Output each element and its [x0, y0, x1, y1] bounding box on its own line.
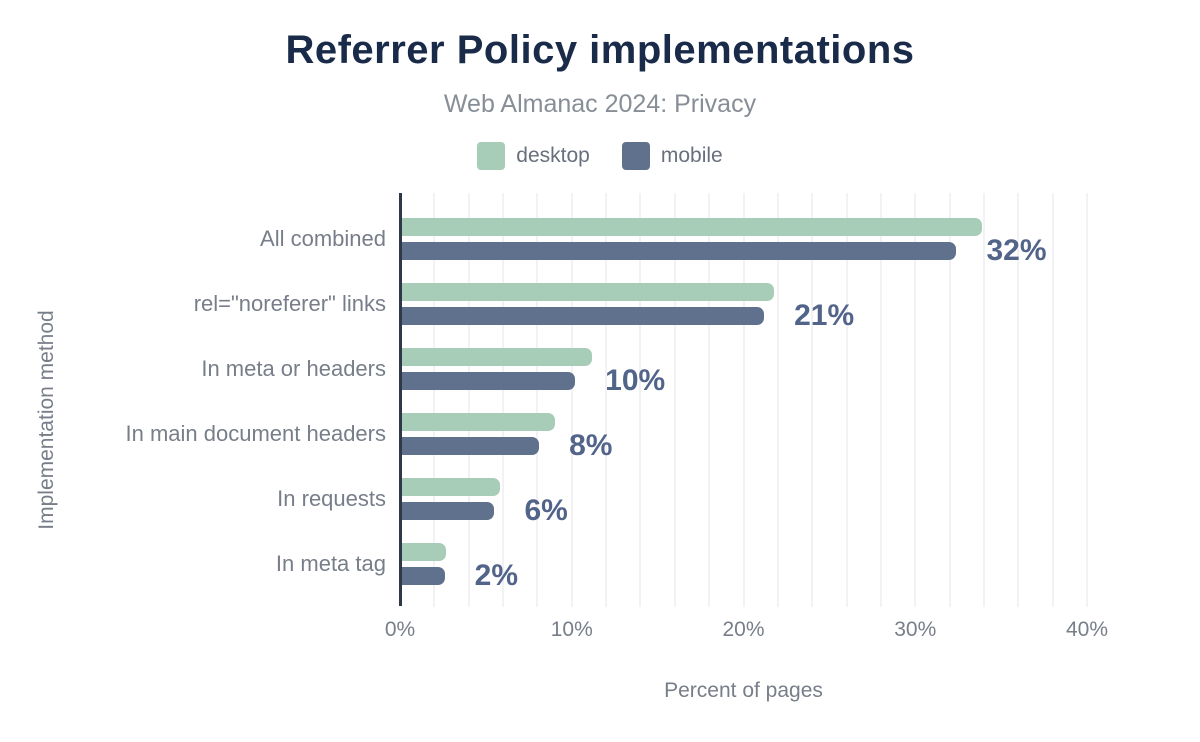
- bar-desktop-4[interactable]: [400, 413, 555, 431]
- gridline: [948, 193, 951, 607]
- category-axis-line: [399, 193, 402, 606]
- value-label: 32%: [986, 234, 1047, 267]
- bar-mobile-4[interactable]: [400, 437, 540, 455]
- legend: desktop mobile: [0, 142, 1200, 170]
- bar-desktop-1[interactable]: [400, 218, 983, 236]
- gridline: [570, 193, 573, 607]
- gridline: [845, 193, 848, 607]
- bar-desktop-6[interactable]: [400, 543, 447, 561]
- gridline: [811, 193, 814, 607]
- gridline: [605, 193, 608, 607]
- gridline: [673, 193, 676, 607]
- bar-desktop-2[interactable]: [400, 283, 775, 301]
- page-subtitle: Web Almanac 2024: Privacy: [443, 90, 757, 118]
- x-tick-label: 10%: [550, 618, 593, 641]
- bar-mobile-2[interactable]: [400, 307, 765, 325]
- x-tick-label: 20%: [722, 618, 765, 641]
- page-title: Referrer Policy implementations: [285, 28, 915, 72]
- gridline: [502, 193, 505, 607]
- gridline: [742, 193, 745, 607]
- gridline: [879, 193, 882, 607]
- bar-mobile-5[interactable]: [400, 502, 495, 520]
- gridline: [776, 193, 779, 607]
- legend-item-desktop: desktop: [477, 142, 590, 170]
- desktop-swatch-icon: [477, 142, 506, 170]
- category-label: In main document headers: [125, 421, 387, 446]
- gridline: [639, 193, 642, 607]
- category-label: All combined: [260, 226, 386, 251]
- gridline: [1086, 193, 1088, 607]
- bar-desktop-5[interactable]: [400, 478, 500, 496]
- gridline: [914, 193, 917, 607]
- legend-label-desktop: desktop: [516, 144, 590, 167]
- gridline: [536, 193, 539, 607]
- bar-mobile-3[interactable]: [400, 372, 576, 390]
- mobile-swatch-icon: [621, 142, 650, 170]
- x-tick-label: 0%: [384, 618, 416, 641]
- value-label: 10%: [605, 364, 666, 397]
- category-label: In meta tag: [275, 551, 386, 576]
- gridline: [467, 193, 470, 607]
- value-label: 2%: [474, 559, 518, 592]
- value-label: 21%: [794, 299, 855, 332]
- gridline: [708, 193, 711, 607]
- category-label: In meta or headers: [201, 356, 386, 381]
- gridline: [1017, 193, 1020, 607]
- value-label: 8%: [569, 429, 613, 462]
- bar-desktop-3[interactable]: [400, 348, 593, 366]
- x-axis-title: Percent of pages: [664, 679, 823, 702]
- gridline: [1051, 193, 1054, 607]
- gridline: [982, 193, 985, 607]
- legend-item-mobile: mobile: [621, 142, 723, 170]
- x-tick-label: 40%: [1065, 618, 1109, 641]
- bar-mobile-1[interactable]: [400, 242, 957, 260]
- bar-mobile-6[interactable]: [400, 567, 445, 585]
- legend-label-mobile: mobile: [660, 144, 723, 167]
- gridline: [433, 193, 436, 607]
- value-label: 6%: [524, 494, 568, 527]
- category-label: rel="noreferer" links: [193, 291, 386, 316]
- category-label: In requests: [277, 486, 386, 511]
- x-tick-label: 30%: [894, 618, 937, 641]
